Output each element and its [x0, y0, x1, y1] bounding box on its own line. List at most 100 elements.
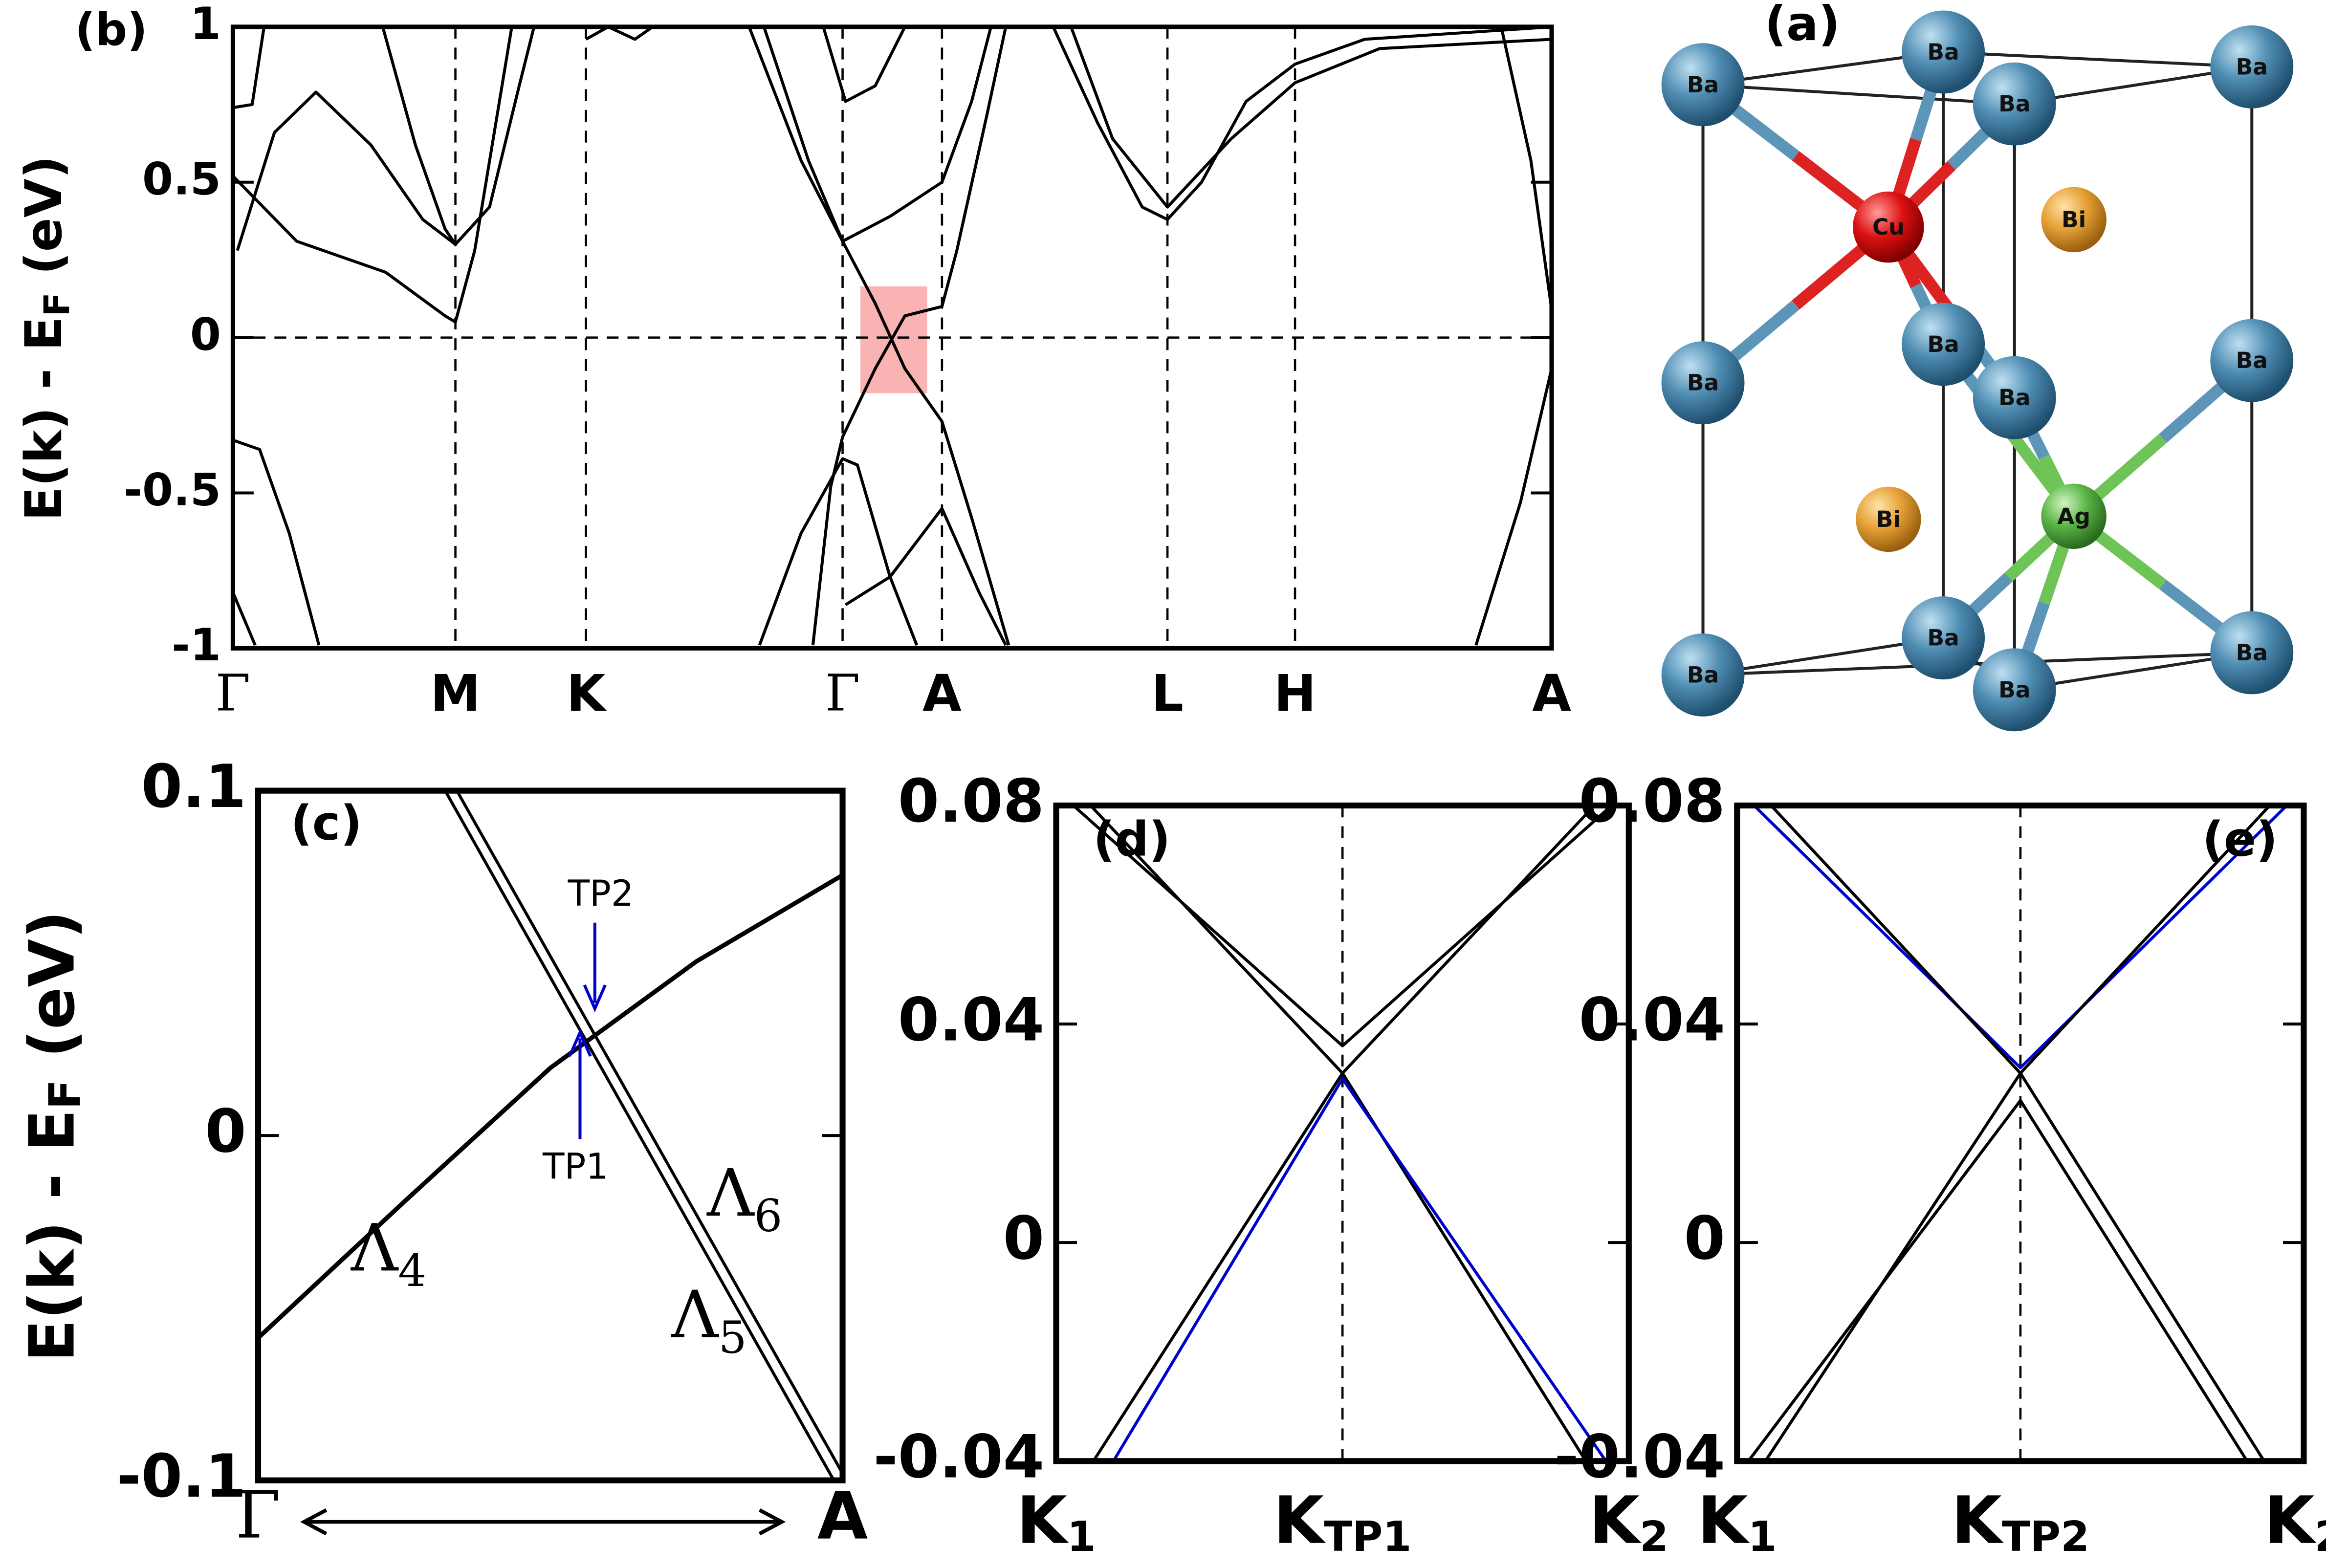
band-line [1747, 1099, 2249, 1461]
y-tick-label: 0 [1003, 1203, 1044, 1273]
band-line [1753, 805, 2288, 1069]
atom [2210, 25, 2294, 109]
atom [1661, 633, 1745, 717]
y-label-sub: F [40, 1080, 91, 1110]
band-line [455, 790, 843, 1475]
atom-label: Ba [1927, 331, 1959, 357]
atom [1973, 62, 2056, 146]
panel-label: (a) [1765, 0, 1840, 51]
range-arrow [300, 1508, 786, 1536]
annotation: Λ6 [706, 1155, 782, 1242]
annotation-text: Λ [671, 1277, 719, 1352]
atom [1902, 10, 1985, 94]
x-tick-sub: 2 [1640, 1513, 1668, 1561]
annotation-sub: 4 [398, 1245, 426, 1297]
atom [2210, 611, 2294, 695]
band-line [822, 26, 906, 103]
band-line [845, 507, 1008, 646]
atom-label: Ba [1687, 370, 1719, 396]
x-tick-label: A [922, 665, 962, 723]
annotation-sub: 6 [754, 1191, 783, 1242]
panel-label: (c) [290, 795, 362, 850]
atom-label: Ag [2057, 503, 2090, 529]
annotation: Λ4 [351, 1210, 426, 1297]
annotation-text: Λ [351, 1210, 399, 1286]
plot-frame [230, 24, 1554, 651]
y-tick-label: 0 [1684, 1203, 1725, 1273]
x-tick-text: K [1016, 1482, 1069, 1558]
band-line [1764, 1071, 2265, 1461]
y-label-text: E(k) - E [15, 317, 73, 521]
x-tick-text: K [567, 665, 608, 723]
band-line [233, 438, 321, 646]
atom [1856, 486, 1921, 552]
atom [2041, 187, 2107, 253]
annotation: Λ5 [671, 1277, 746, 1363]
band-line [1474, 368, 1552, 646]
atom-label: Bi [1876, 506, 1901, 532]
x-tick-sub: 1 [1067, 1513, 1096, 1561]
x-tick-text: Γ [216, 664, 251, 722]
atom [1902, 303, 1985, 386]
annotation: TP1 [542, 1146, 609, 1187]
atom-label: Ba [1687, 72, 1719, 98]
band-line [258, 873, 843, 1340]
annotation-text: TP1 [542, 1146, 609, 1187]
y-tick-label: 0.5 [142, 154, 221, 205]
atom [1902, 596, 1985, 680]
arrow [583, 922, 607, 1013]
y-tick-label: -0.5 [124, 464, 221, 516]
x-tick-label: M [430, 665, 481, 723]
x-tick-label: L [1151, 665, 1184, 723]
band-line [1072, 805, 1613, 1047]
y-tick-label: 0 [205, 1096, 246, 1166]
x-tick-text: K [1697, 1482, 1750, 1558]
y-tick-label: 0.04 [898, 985, 1044, 1054]
panel-label: (d) [1093, 812, 1170, 867]
atom-label: Ba [2236, 348, 2268, 373]
x-tick-text: L [1151, 665, 1184, 723]
y-tick-label: -0.1 [116, 1441, 246, 1511]
atom-label: Ba [1998, 91, 2030, 117]
x-tick-text: Γ [236, 1477, 281, 1553]
plot-frame [1734, 802, 2307, 1464]
plot-frame [1053, 802, 1632, 1464]
x-tick-sub: 2 [2315, 1513, 2326, 1561]
band-line [1112, 1077, 1607, 1461]
y-tick-label: 0 [190, 309, 221, 361]
x-tick-text: K [1273, 1482, 1326, 1558]
y-tick-label: 0.08 [1579, 766, 1725, 836]
atom [1661, 43, 1745, 127]
x-tick-sub: TP1 [1324, 1513, 1411, 1561]
y-axis-label: E(k) - EF (eV) [15, 155, 78, 521]
x-tick-sub: 1 [1748, 1513, 1777, 1561]
x-tick-label: K [567, 665, 608, 723]
band-line [1499, 26, 1552, 310]
y-label-tail: (eV) [15, 155, 73, 292]
crystal-structure: Ba Ba Ba Ba Ba Bi Cu Bi Ag Ba Ba Ba Ba Ba Ba Ba (a) [1661, 0, 2294, 732]
y-axis-label: E(k) - EF (eV) [16, 911, 91, 1362]
x-tick-label: K1 [1016, 1482, 1096, 1561]
x-tick-text: Γ [825, 664, 860, 722]
annotation-text: Λ [706, 1155, 755, 1231]
x-tick-label: Γ [236, 1477, 281, 1553]
y-tick-label: 0.04 [1579, 985, 1725, 1054]
x-tick-label: K2 [2264, 1482, 2326, 1561]
atom [2210, 319, 2294, 402]
annotation-sub: 5 [719, 1312, 747, 1363]
atom-label: Ba [1927, 39, 1959, 65]
band-line [1070, 26, 1552, 209]
x-tick-label: H [1274, 665, 1316, 723]
atom-label: Ba [1927, 625, 1959, 651]
y-tick-label: -0.04 [1554, 1422, 1725, 1491]
panel-label: (b) [75, 4, 147, 56]
x-tick-text: K [1952, 1482, 2004, 1558]
x-tick-label: A [817, 1478, 868, 1554]
band-line [233, 26, 513, 324]
x-tick-text: K [2264, 1482, 2317, 1558]
atom-label: Ba [1687, 662, 1719, 688]
x-tick-text: H [1274, 665, 1316, 723]
atom-label: Cu [1872, 214, 1905, 240]
